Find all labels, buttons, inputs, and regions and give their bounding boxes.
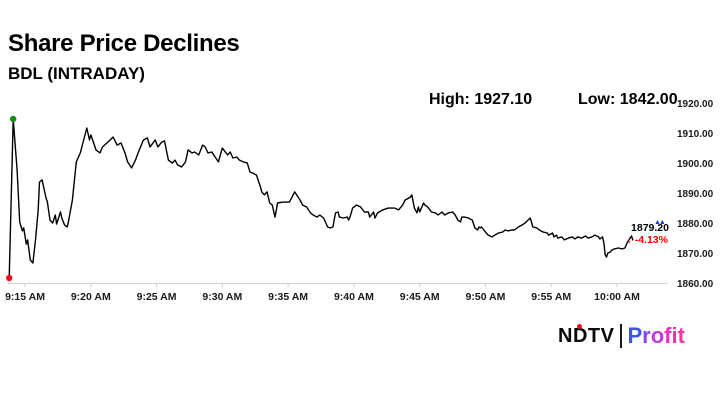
y-tick-label: 1880.00 [677, 219, 714, 230]
profit-letter: i [671, 323, 678, 348]
y-tick-label: 1860.00 [677, 279, 714, 290]
change-percent-text: -4.13% [634, 234, 668, 246]
profit-letter: P [627, 323, 643, 348]
x-tick-label: 9:25 AM [136, 291, 177, 303]
session-high-label: High: 1927.10 [429, 91, 533, 108]
ndtv-profit-logo: NDTV Profit [558, 323, 685, 349]
x-tick-label: 10:00 AM [594, 291, 640, 303]
y-tick-label: 1890.00 [677, 189, 714, 200]
profit-letter: f [664, 323, 672, 348]
x-tick-label: 9:15 AM [5, 291, 45, 303]
last-change-percent: ↓ -4.13% [627, 234, 668, 246]
price-line [8, 118, 634, 279]
profit-letter: t [677, 323, 685, 348]
instrument-subtitle: BDL (INTRADAY) [8, 64, 145, 83]
down-arrow-icon: ↓ [626, 234, 632, 246]
ndtv-wordmark: NDTV [558, 324, 615, 347]
x-tick-label: 9:50 AM [465, 291, 506, 303]
y-tick-label: 1920.00 [677, 99, 714, 110]
high-start-dot-icon [9, 115, 17, 123]
x-tick-label: 9:35 AM [268, 291, 309, 303]
y-tick-label: 1900.00 [677, 159, 714, 170]
logo-divider [620, 324, 623, 348]
session-low-label: Low: 1842.00 [578, 91, 678, 108]
page-title: Share Price Declines [8, 30, 240, 57]
x-tick-label: 9:55 AM [531, 291, 572, 303]
y-tick-label: 1910.00 [677, 129, 714, 140]
x-tick-label: 9:30 AM [202, 291, 243, 303]
x-tick-label: 9:45 AM [399, 291, 440, 303]
last-price-value: 1879.20 [631, 222, 669, 234]
profit-wordmark: Profit [627, 323, 684, 349]
ndtv-red-dot-icon [577, 324, 582, 329]
last-price-marker-icon: ▲▲ [654, 219, 666, 226]
profit-letter: r [642, 323, 651, 348]
profit-letter: o [650, 323, 665, 348]
y-tick-label: 1870.00 [677, 249, 714, 260]
x-tick-label: 9:40 AM [333, 291, 374, 303]
low-start-dot-icon [6, 274, 13, 282]
x-tick-label: 9:20 AM [70, 291, 111, 303]
